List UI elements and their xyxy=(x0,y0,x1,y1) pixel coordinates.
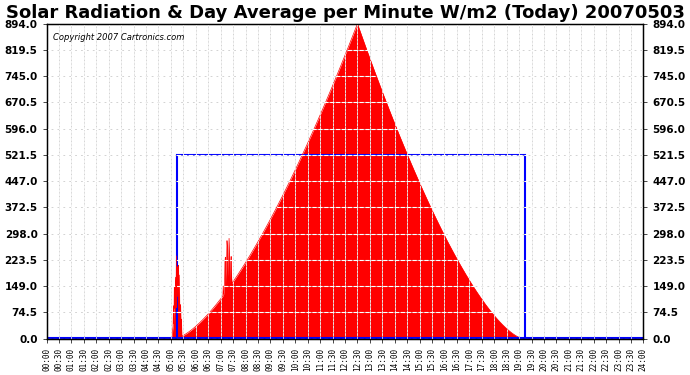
Text: Copyright 2007 Cartronics.com: Copyright 2007 Cartronics.com xyxy=(52,33,184,42)
Title: Solar Radiation & Day Average per Minute W/m2 (Today) 20070503: Solar Radiation & Day Average per Minute… xyxy=(6,4,684,22)
